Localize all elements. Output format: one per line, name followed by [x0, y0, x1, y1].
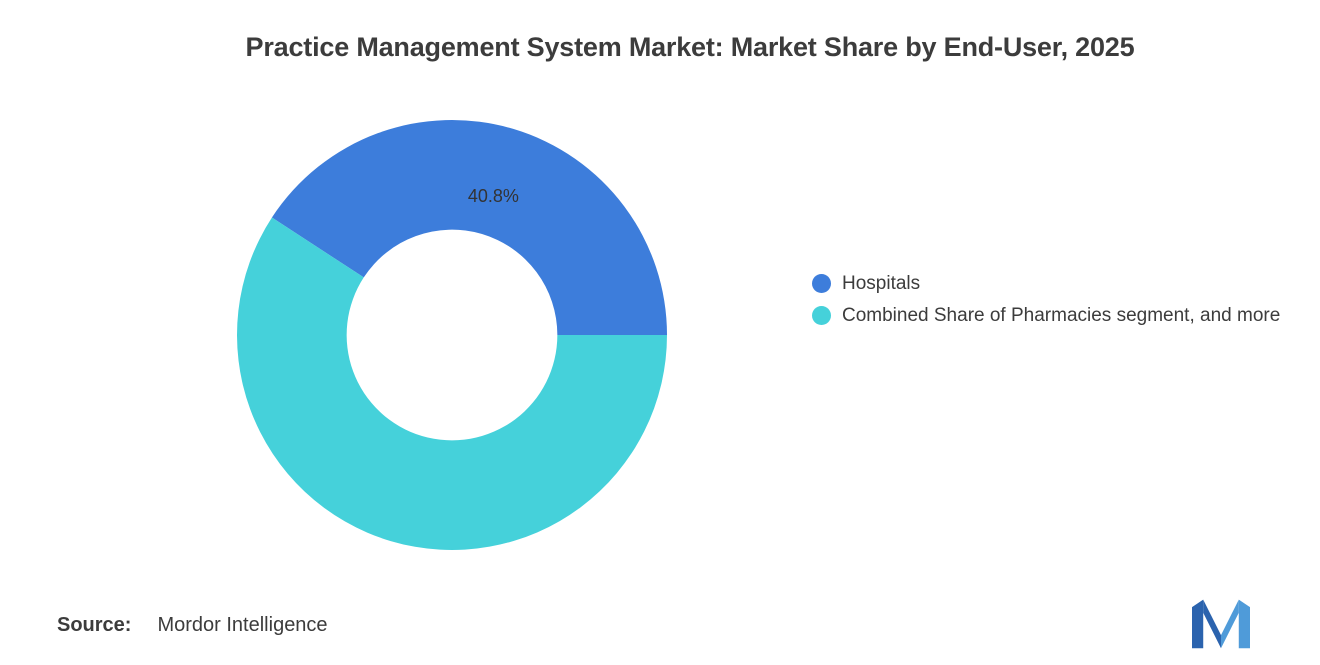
donut-chart: 40.8%: [232, 115, 672, 555]
legend-item-pharmacies[interactable]: Combined Share of Pharmacies segment, an…: [812, 301, 1312, 330]
source-line: Source: Mordor Intelligence: [57, 614, 328, 637]
donut-slice-0[interactable]: [271, 120, 667, 335]
legend-marker-hospitals: [812, 274, 831, 293]
mordor-intelligence-logo: [1192, 599, 1250, 649]
legend-label-pharmacies: Combined Share of Pharmacies segment, an…: [842, 305, 1281, 326]
slice-data-label: 40.8%: [468, 186, 519, 206]
legend-marker-pharmacies: [812, 306, 831, 325]
logo-down-diagonal: [1203, 599, 1221, 649]
source-label: Source:: [57, 614, 132, 636]
chart-title: Practice Management System Market: Marke…: [245, 32, 1135, 62]
legend-label-hospitals: Hospitals: [842, 273, 921, 294]
legend-item-hospitals[interactable]: Hospitals: [812, 269, 1312, 298]
legend: Hospitals Combined Share of Pharmacies s…: [812, 269, 1312, 333]
logo-left-stroke: [1192, 599, 1204, 649]
donut-svg: 40.8%: [236, 120, 667, 550]
logo-up-diagonal: [1221, 599, 1239, 649]
logo-right-stroke: [1238, 599, 1250, 649]
source-value: Mordor Intelligence: [157, 614, 328, 636]
donut-slice-1[interactable]: [236, 217, 667, 550]
